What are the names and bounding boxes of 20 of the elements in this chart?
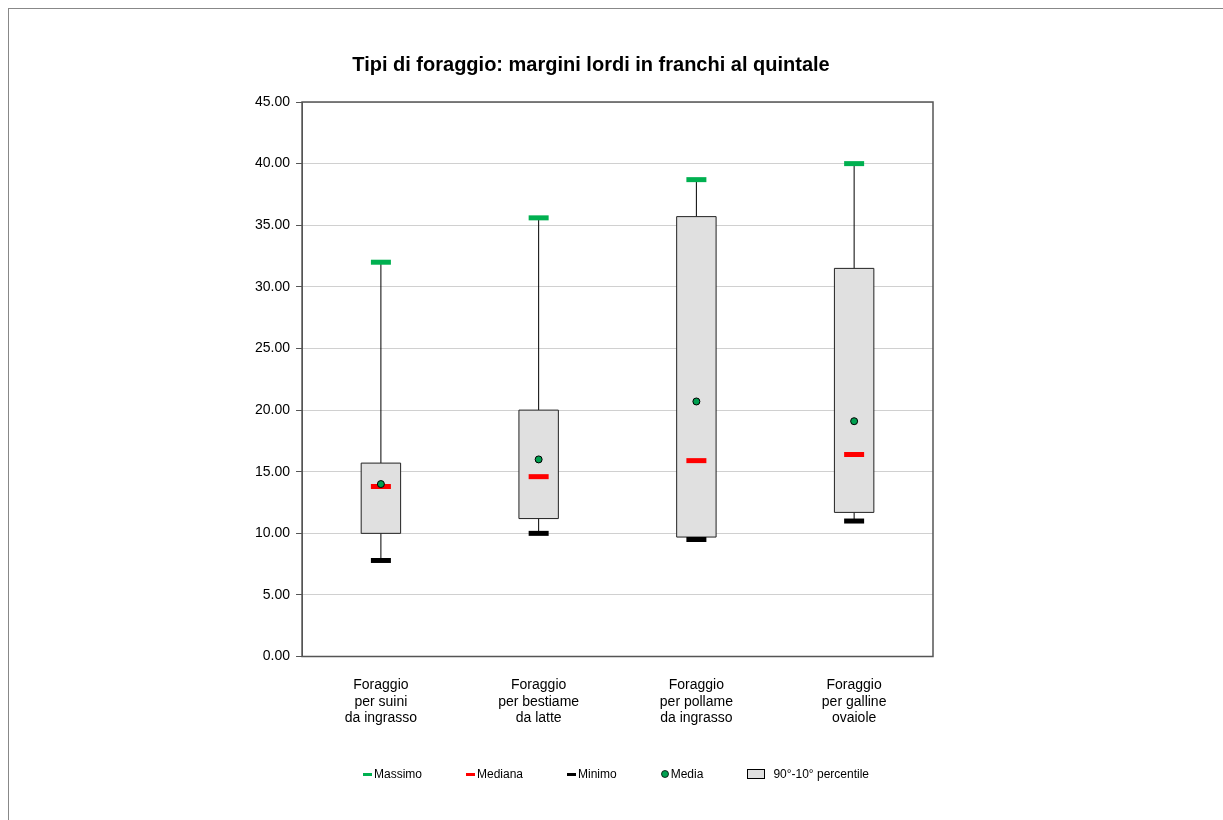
legend-label: 90°-10° percentile xyxy=(773,767,870,781)
x-tick-label: Foraggio per pollame da ingrasso xyxy=(659,675,734,726)
y-tick-label: 35.00 xyxy=(254,216,291,233)
y-tick-label: 15.00 xyxy=(254,462,291,479)
text: Mediana xyxy=(476,767,524,781)
x-tick-label: Foraggio per galline ovaiole xyxy=(821,675,887,726)
y-tick-label: 30.00 xyxy=(254,277,291,294)
y-tick-label: 10.00 xyxy=(254,524,291,541)
text: Massimo xyxy=(373,767,422,781)
y-tick-label: 45.00 xyxy=(254,92,291,109)
text: Minimo xyxy=(578,767,617,781)
y-tick-label: 40.00 xyxy=(254,154,291,171)
x-tick-label: Foraggio per suini da ingrasso xyxy=(344,675,418,726)
y-tick-label: 5.00 xyxy=(262,585,291,602)
chart-title: Tipi di foraggio: margini lordi in franchi al quintale xyxy=(352,52,830,75)
text: Media xyxy=(670,767,704,781)
y-tick-label: 0.00 xyxy=(262,647,291,664)
y-tick-label: 20.00 xyxy=(254,400,291,417)
x-tick-label: Foraggio per bestiame da latte xyxy=(498,675,580,726)
y-tick-label: 25.00 xyxy=(254,339,291,356)
